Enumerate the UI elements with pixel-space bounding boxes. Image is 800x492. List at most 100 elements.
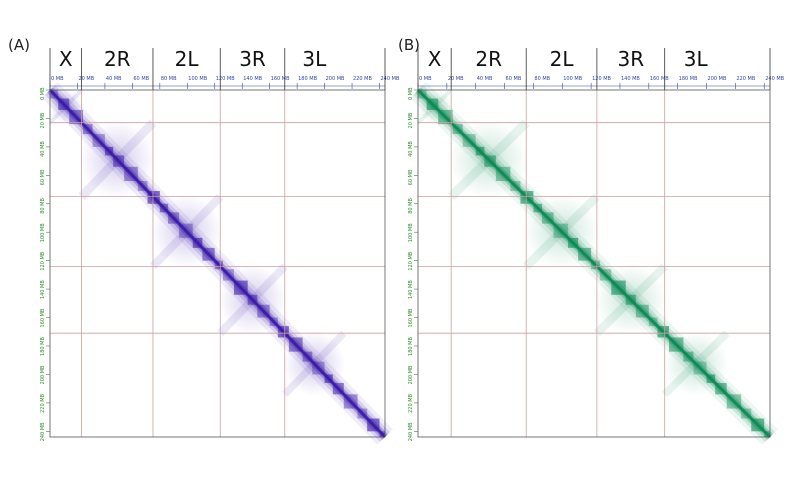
tad-block [510, 181, 521, 191]
y-tick-label: 140 MB [40, 280, 46, 299]
x-tick-label: 80 MB [534, 76, 550, 82]
tad-block [611, 280, 626, 295]
y-tick-label: 120 MB [40, 251, 46, 270]
tad-block [269, 317, 278, 327]
tad-block [233, 280, 248, 295]
tad-block [58, 98, 70, 110]
tad-block [553, 223, 569, 238]
panel-a: (A) 0 MB 20 MB 40 MB 60 MB 80 MB 100 MB 120 MB… [8, 36, 400, 445]
chrom-label: 2L [550, 47, 575, 71]
x-tick-label: 60 MB [506, 76, 522, 82]
tad-block [599, 269, 612, 281]
y-tick-label: 20 MB [40, 112, 46, 128]
x-tick-label: 220 MB [736, 76, 755, 82]
y-tick-label: 100 MB [40, 223, 46, 242]
tad-block [764, 431, 770, 437]
x-tick-label: 60 MB [133, 76, 149, 82]
tad-block [113, 155, 125, 167]
panel-b-label: (B) [398, 36, 420, 54]
y-tick-label: 220 MB [40, 393, 46, 412]
y-tick-label: 200 MB [408, 365, 414, 384]
tad-block [578, 247, 592, 261]
y-tick-label: 0 MB [40, 87, 46, 100]
x-tick-label: 40 MB [477, 76, 493, 82]
y-tick-label: 200 MB [40, 365, 46, 384]
x-tick-label: 180 MB [679, 76, 698, 82]
tad-block [124, 166, 138, 182]
chrom-label: 3L [302, 47, 327, 71]
y-tick-label: 80 MB [40, 198, 46, 214]
tad-block [277, 326, 289, 338]
y-tick-label: 240 MB [40, 422, 46, 441]
x-tick-label: 140 MB [243, 76, 262, 82]
tad-block [324, 374, 333, 383]
x-tick-label: 80 MB [161, 76, 177, 82]
tad-block [475, 146, 485, 156]
tad-block [657, 326, 670, 338]
tad-block [683, 351, 694, 362]
chrom-label: 3L [684, 47, 709, 71]
tad-block [332, 382, 344, 395]
tad-block [222, 269, 234, 281]
tad-block [379, 431, 385, 437]
y-tick-label: 240 MB [408, 422, 414, 441]
tad-block [669, 337, 684, 352]
y-tick-label: 180 MB [408, 337, 414, 356]
tad-block [343, 394, 358, 409]
tad-block [693, 361, 707, 375]
x-tick-label: 0 MB [51, 76, 64, 82]
chrom-label: 3R [617, 47, 644, 71]
x-tick-label: 0 MB [419, 76, 432, 82]
tad-block [367, 418, 380, 432]
tad-block [302, 351, 313, 362]
tad-block [495, 166, 511, 182]
tad-block [706, 374, 716, 383]
chrom-label: 2R [475, 47, 502, 71]
x-tick-label: 20 MB [448, 76, 464, 82]
tad-block [484, 155, 496, 167]
y-tick-label: 20 MB [408, 112, 414, 128]
tad-block [82, 124, 93, 135]
tad-block [104, 146, 114, 156]
tad-block [50, 90, 59, 99]
tad-block [257, 304, 270, 318]
tad-block [452, 124, 463, 135]
tad-block [648, 317, 658, 327]
tad-block [520, 190, 534, 204]
tad-block [426, 98, 439, 110]
tad-block [179, 223, 193, 238]
x-tick-label: 140 MB [621, 76, 640, 82]
tad-block [159, 203, 169, 213]
tad-block [247, 294, 258, 305]
y-tick-label: 100 MB [408, 223, 414, 242]
tad-block [751, 418, 765, 432]
tad-block [542, 212, 554, 224]
contact-map-a: 0 MB 20 MB 40 MB 60 MB 80 MB 100 MB 120 MB 140 … [40, 47, 400, 445]
tad-block [312, 361, 325, 375]
chrom-label: 3R [239, 47, 266, 71]
tad-block [202, 247, 215, 261]
x-tick-label: 160 MB [271, 76, 290, 82]
y-tick-label: 120 MB [408, 251, 414, 270]
chrom-label: 2L [175, 47, 200, 71]
panel-b: (B) 0 MB 20 MB 40 MB 60 MB 80 MB 100 MB 120 MB… [398, 36, 785, 445]
tad-block [591, 260, 600, 270]
tad-block [418, 90, 427, 99]
map-frame [49, 89, 386, 438]
tad-block [726, 394, 742, 409]
tad-block [715, 382, 727, 395]
x-tick-label: 160 MB [650, 76, 669, 82]
y-tick-label: 60 MB [408, 169, 414, 185]
map-frame [417, 89, 771, 438]
y-tick-label: 0 MB [408, 87, 414, 100]
x-tick-label: 40 MB [106, 76, 122, 82]
x-tick-label: 100 MB [563, 76, 582, 82]
tad-block [92, 134, 105, 147]
x-tick-label: 240 MB [765, 76, 784, 82]
tad-block [462, 134, 476, 147]
x-tick-label: 240 MB [381, 76, 400, 82]
tad-block [625, 294, 636, 305]
tad-block [533, 203, 543, 213]
y-tick-label: 60 MB [40, 169, 46, 185]
